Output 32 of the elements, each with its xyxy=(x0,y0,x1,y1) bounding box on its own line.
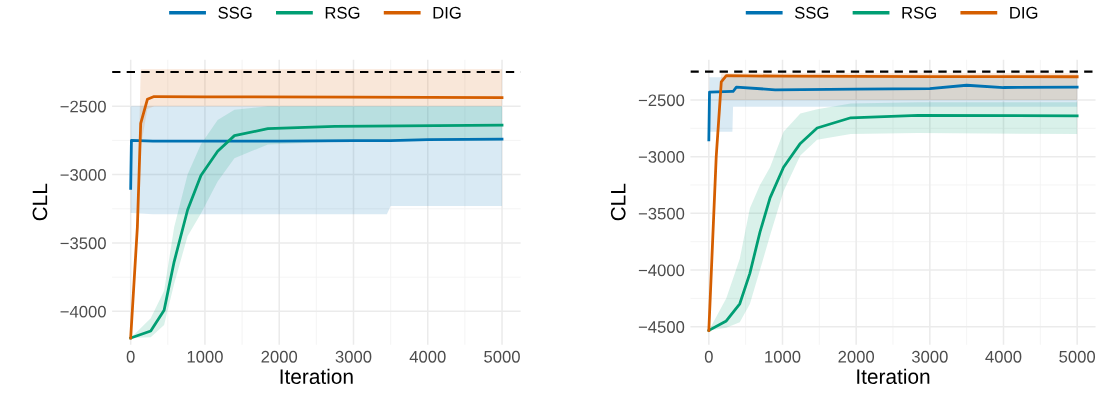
x-tick-label: 0 xyxy=(126,350,135,363)
x-axis-title: Iteration xyxy=(857,368,930,385)
line-series xyxy=(129,137,504,190)
y-tick-label: −4000 xyxy=(638,264,685,277)
legend-label: RSG xyxy=(325,6,360,19)
legend-label: SSG xyxy=(218,6,252,19)
x-tick-label: 5000 xyxy=(1059,350,1096,363)
legend-label: DIG xyxy=(1010,6,1038,19)
x-tick-label: 5000 xyxy=(484,350,520,363)
y-tick-label: −3000 xyxy=(60,169,106,181)
y-tick-label: −2500 xyxy=(60,100,106,113)
y-tick-label: −3500 xyxy=(638,207,685,220)
y-tick-label: −3000 xyxy=(638,151,685,163)
x-tick-label: 3000 xyxy=(335,350,372,363)
x-axis-title: Iteration xyxy=(280,368,353,385)
y-tick-label: −4500 xyxy=(638,321,685,333)
x-tick-label: 4000 xyxy=(985,350,1022,363)
x-tick-label: 0 xyxy=(704,350,713,363)
legend-label: SSG xyxy=(794,6,829,19)
y-tick-label: −3500 xyxy=(60,237,106,250)
x-tick-label: 1000 xyxy=(187,350,223,363)
legend-label: RSG xyxy=(902,6,936,19)
x-tick-label: 1000 xyxy=(765,350,801,363)
x-tick-label: 2000 xyxy=(838,350,875,363)
x-tick-label: 3000 xyxy=(911,350,948,363)
y-tick-label: −4000 xyxy=(60,305,106,318)
legend-label: DIG xyxy=(433,6,461,19)
y-tick-label: −2500 xyxy=(638,94,685,107)
x-tick-label: 4000 xyxy=(409,350,446,363)
y-axis-title: CLL xyxy=(610,183,626,221)
x-tick-label: 2000 xyxy=(261,350,298,363)
y-axis-title: CLL xyxy=(32,183,48,221)
